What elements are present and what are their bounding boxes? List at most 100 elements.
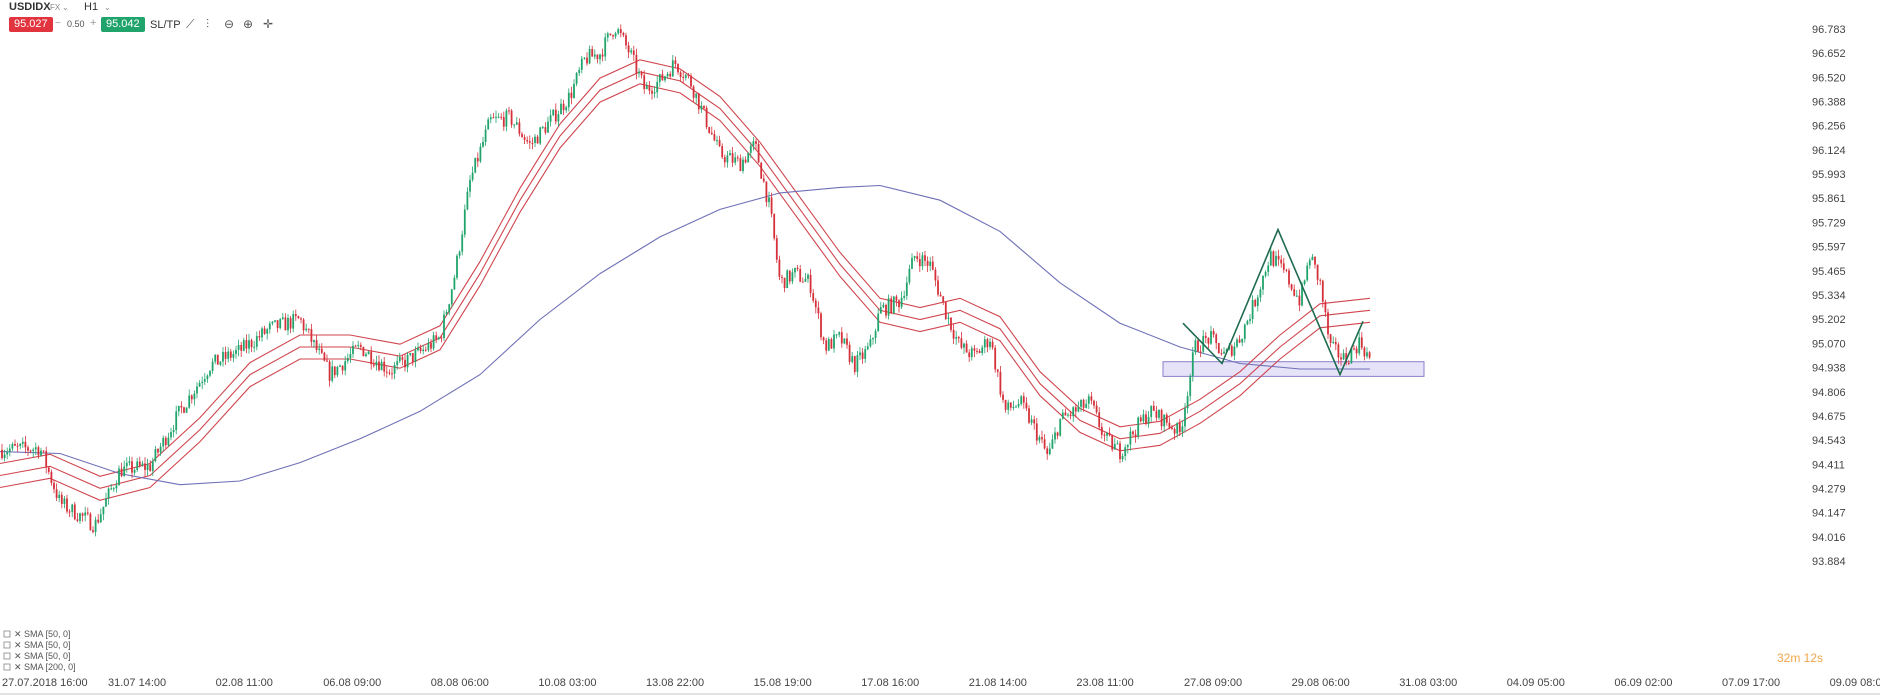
symbol-dropdown-icon[interactable]: ⌄ [62,3,69,12]
candle [588,45,591,65]
support-zone[interactable] [1162,361,1425,377]
candle [682,70,685,84]
candle [352,341,354,358]
candle [27,445,29,456]
candle [1176,422,1179,438]
candle [1215,332,1218,350]
zoom-out-icon[interactable]: ⊖ [224,17,235,31]
x-tick-label: 23.08 11:00 [1076,677,1133,689]
x-tick-label: 27.08 09:00 [1184,677,1242,689]
legend-entry[interactable]: ✕ SMA [50, 0] [14,640,71,650]
candle [487,117,490,130]
zoom-in-icon[interactable]: ⊕ [243,17,254,31]
candle [349,347,352,363]
legend-settings-icon[interactable] [3,641,11,649]
candle [820,311,822,341]
crosshair-icon[interactable]: ✛ [263,17,274,31]
candle [1108,427,1111,437]
candle [1054,427,1056,444]
x-tick-label: 04.09 05:00 [1507,677,1565,689]
candle [695,93,698,104]
candle [900,291,903,309]
candle [224,346,227,365]
candle [778,255,781,281]
candle [180,401,183,414]
sl-tp-button[interactable]: SL/TP [150,19,181,31]
y-tick-label: 93.884 [1812,556,1846,568]
candle [762,174,765,183]
candle [1321,279,1324,308]
legend-entry[interactable]: ✕ SMA [200, 0] [14,662,76,672]
candle [102,506,105,521]
candle [692,85,695,102]
candle [619,24,622,38]
candle [833,329,835,353]
y-tick-label: 95.070 [1812,338,1846,350]
candle [872,337,874,345]
candle [141,460,144,467]
candle [1340,353,1342,366]
candle [1124,444,1127,461]
candle [222,347,224,367]
candle [209,370,211,378]
timeframe-dropdown-icon[interactable]: ⌄ [104,3,111,12]
legend-settings-icon[interactable] [3,663,11,671]
sma-50-line-1 [0,59,1371,477]
candle [731,146,734,167]
candle [508,106,510,115]
candle [1012,400,1015,411]
candle [573,79,575,99]
candle [1155,406,1158,421]
candle [47,466,50,475]
legend-settings-icon[interactable] [3,652,11,660]
y-tick-label: 96.652 [1812,48,1846,60]
candle [547,116,549,133]
candle [562,99,565,115]
candle [544,122,547,135]
symbol-label[interactable]: USDIDX [9,1,51,13]
candle [302,318,305,335]
candle [469,175,471,198]
candle [887,294,890,320]
candle [427,338,430,353]
candle [484,125,487,146]
candle [203,373,206,385]
candle [963,342,965,354]
candle [916,251,919,263]
legend-settings-icon[interactable] [3,630,11,638]
candle [1082,398,1085,412]
volume-increase-button[interactable]: + [90,17,97,29]
x-tick-label: 06.09 02:00 [1614,677,1672,689]
candle [866,342,869,351]
legend-entry[interactable]: ✕ SMA [50, 0] [14,651,71,661]
candle [1098,407,1101,431]
candle [622,31,625,38]
pattern-drawing[interactable] [1182,227,1364,377]
candle [892,295,895,315]
timeframe-label[interactable]: H1 [84,1,99,13]
candle [671,55,674,77]
candle [125,457,128,473]
candle [172,425,175,438]
candle [937,275,939,297]
sma-50-line-2 [0,71,1371,489]
candle [375,355,378,371]
legend-entry[interactable]: ✕ SMA [50, 0] [14,629,71,639]
candle [783,277,786,293]
volume-decrease-button[interactable]: − [55,18,61,29]
sell-price-button[interactable]: 95.027 [9,17,53,32]
candle [1061,409,1064,420]
y-tick-label: 96.256 [1812,121,1846,133]
buy-price-button[interactable]: 95.042 [101,17,145,32]
chart-type-icon[interactable]: ⟋ [186,17,195,31]
candle [991,338,994,350]
candle [651,87,653,100]
candle [1028,405,1030,424]
candle [1072,406,1075,422]
candle [952,324,955,344]
x-tick-label: 29.08 06:00 [1292,677,1350,689]
candle [1025,397,1028,411]
indicators-icon[interactable]: ⫶ [206,17,210,31]
candle [1264,270,1267,278]
